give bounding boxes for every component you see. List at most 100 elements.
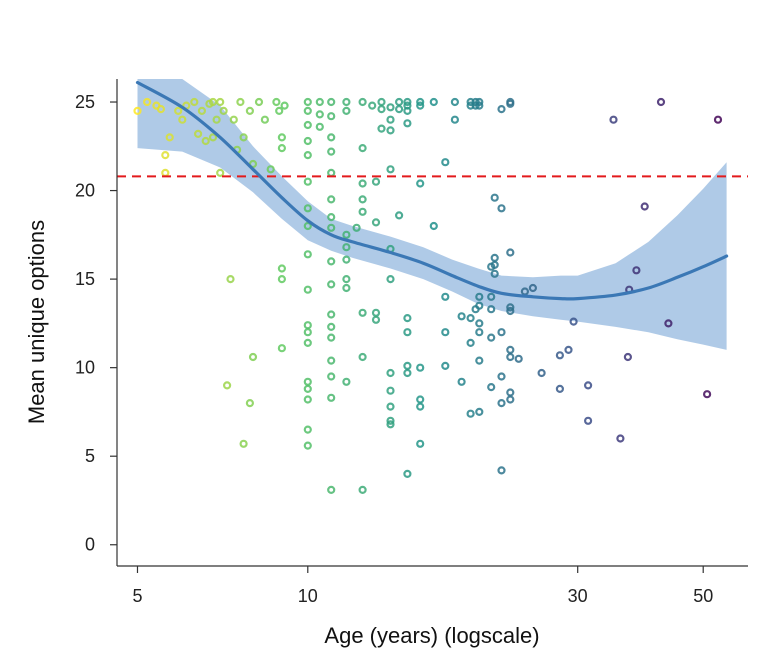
data-point	[713, 115, 723, 124]
data-point	[342, 97, 351, 107]
data-point	[475, 319, 484, 328]
data-point	[371, 315, 381, 324]
data-point	[327, 393, 336, 402]
data-point	[161, 168, 170, 177]
data-point	[386, 103, 395, 112]
y-tick-label: 5	[85, 446, 95, 466]
data-point	[386, 420, 395, 429]
data-point	[403, 119, 412, 128]
x-tick-label: 30	[568, 586, 588, 606]
data-point	[327, 485, 336, 494]
data-point	[371, 177, 381, 186]
data-point	[303, 204, 312, 213]
data-point	[429, 97, 438, 107]
data-point	[229, 115, 238, 124]
data-point	[342, 243, 351, 252]
data-point	[395, 97, 404, 107]
data-point	[303, 177, 312, 186]
data-point	[303, 425, 312, 434]
fit-line-layer	[135, 80, 729, 301]
data-point	[537, 368, 546, 378]
data-point	[506, 388, 515, 397]
data-point	[327, 133, 336, 142]
data-point	[280, 101, 289, 110]
data-point	[429, 221, 438, 231]
data-point	[441, 361, 450, 370]
data-point	[303, 395, 312, 404]
data-point	[248, 159, 258, 169]
data-point	[416, 101, 425, 110]
data-point	[377, 97, 386, 107]
data-point	[327, 257, 336, 266]
data-point	[583, 416, 593, 425]
data-point	[277, 275, 286, 284]
data-point	[386, 368, 395, 378]
data-point	[277, 264, 286, 273]
data-point	[358, 144, 367, 153]
data-point	[371, 308, 381, 317]
data-point	[254, 97, 264, 107]
y-tick-label: 25	[75, 92, 95, 112]
data-point	[664, 319, 673, 328]
confidence-band	[137, 79, 727, 350]
data-point	[223, 381, 232, 390]
data-point	[466, 338, 475, 347]
data-point	[315, 110, 324, 119]
data-point	[403, 106, 412, 116]
data-point	[358, 352, 367, 362]
data-point	[457, 377, 466, 386]
data-point	[506, 352, 515, 362]
data-point	[303, 120, 312, 130]
data-point	[358, 195, 367, 204]
data-point	[506, 306, 515, 316]
data-point	[386, 402, 395, 411]
data-point	[386, 126, 395, 135]
data-point	[475, 97, 484, 107]
data-point	[506, 395, 515, 404]
data-point	[165, 133, 174, 142]
data-point	[327, 333, 336, 342]
data-point	[277, 133, 286, 142]
data-point	[219, 106, 228, 116]
data-point	[506, 345, 515, 354]
data-point	[497, 104, 506, 114]
y-tick-label: 20	[75, 181, 95, 201]
data-point	[303, 338, 312, 347]
data-point	[358, 485, 367, 494]
data-point	[303, 384, 312, 393]
data-point	[327, 322, 336, 331]
data-point	[386, 115, 395, 124]
data-point	[490, 260, 499, 269]
data-point	[490, 253, 499, 262]
data-point	[303, 151, 312, 160]
data-point	[275, 106, 284, 116]
data-point	[623, 352, 633, 362]
data-point	[528, 283, 538, 293]
data-point	[609, 115, 618, 124]
data-point	[327, 372, 336, 381]
data-point	[143, 97, 152, 107]
data-point	[327, 356, 336, 365]
data-point	[248, 352, 258, 362]
axes-layer: 0 5 10 15 20 25 5 10 30 50	[75, 79, 748, 606]
data-point	[236, 97, 245, 107]
data-point	[216, 168, 225, 177]
data-point	[416, 439, 425, 448]
data-point	[403, 314, 412, 323]
data-point	[506, 248, 515, 257]
data-point	[303, 285, 312, 294]
data-point	[327, 280, 336, 289]
data-point	[358, 97, 367, 107]
data-point	[371, 218, 381, 227]
data-point	[506, 99, 515, 108]
data-point	[245, 106, 254, 116]
data-point	[342, 255, 351, 264]
data-point	[441, 328, 450, 337]
data-point	[497, 372, 506, 381]
data-point	[239, 133, 248, 142]
data-point	[514, 354, 523, 363]
data-point	[327, 112, 336, 121]
data-point	[569, 317, 578, 326]
data-point	[386, 275, 395, 284]
